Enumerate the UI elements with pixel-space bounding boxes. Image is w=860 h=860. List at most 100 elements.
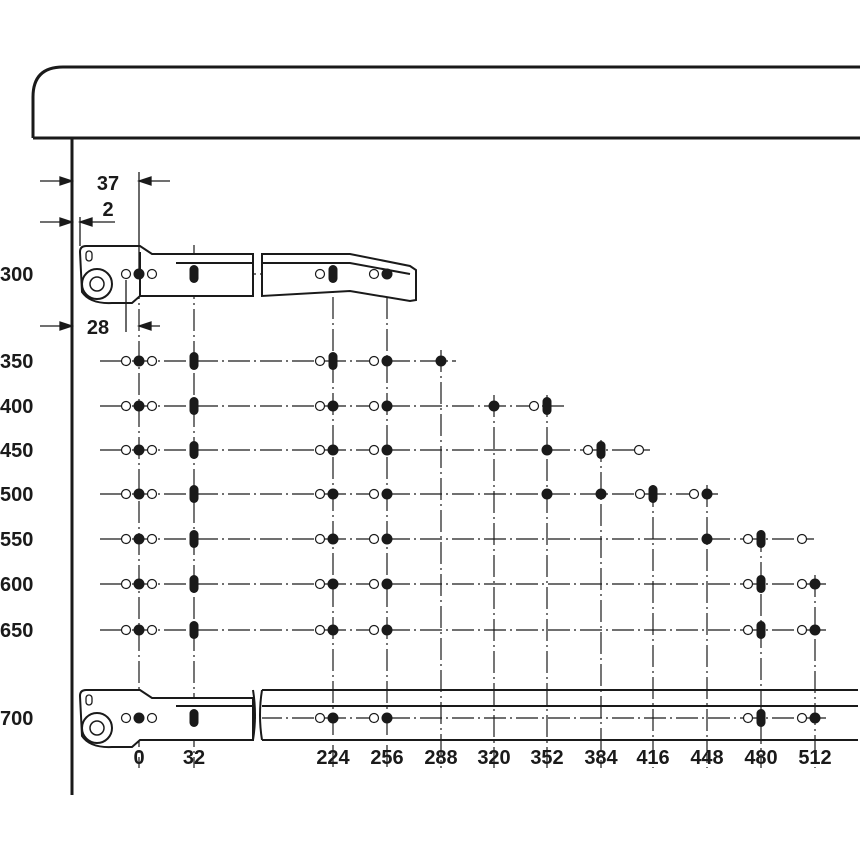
row-label: 350 <box>0 351 33 373</box>
fixing-hole-filled <box>381 488 393 500</box>
dimension-2: 2 <box>102 199 113 221</box>
open-hole <box>314 400 326 412</box>
open-hole <box>796 578 808 590</box>
worktop-panel <box>31 65 860 140</box>
fixing-slot-filled <box>189 485 199 503</box>
column-label: 224 <box>316 747 350 769</box>
open-hole <box>146 355 158 367</box>
open-hole <box>120 578 132 590</box>
open-hole <box>634 488 646 500</box>
fixing-hole-filled <box>327 400 339 412</box>
column-label: 416 <box>636 747 669 769</box>
fixing-hole-filled <box>381 268 393 280</box>
open-hole <box>368 268 380 280</box>
open-hole <box>120 444 132 456</box>
bottom-runner-700 <box>78 689 858 749</box>
fixing-hole-filled <box>381 712 393 724</box>
fixing-slot-filled <box>189 265 199 283</box>
column-label: 512 <box>798 747 831 769</box>
fixing-hole-filled <box>133 444 145 456</box>
open-hole <box>368 444 380 456</box>
fixing-hole-filled <box>435 355 447 367</box>
column-label: 384 <box>584 747 618 769</box>
open-hole <box>633 444 645 456</box>
open-hole <box>314 712 326 724</box>
fixing-hole-filled <box>327 624 339 636</box>
fixing-slot-filled <box>189 530 199 548</box>
fixing-slot-filled <box>189 441 199 459</box>
column-label: 288 <box>424 747 457 769</box>
runner-length-labels: 300 350 400 450 500 550 600 650 700 <box>0 264 33 730</box>
column-label: 0 <box>133 747 144 769</box>
fixing-hole-filled <box>809 712 821 724</box>
open-hole <box>314 533 326 545</box>
open-hole <box>742 712 754 724</box>
open-hole <box>146 712 158 724</box>
fixing-hole-filled <box>381 400 393 412</box>
hole-position-labels: 0 32 224 256 288 320 352 384 416 448 480… <box>133 747 831 769</box>
fixing-slot-filled <box>328 352 338 370</box>
fixing-slot-filled <box>189 575 199 593</box>
fixing-hole-filled <box>133 488 145 500</box>
fixing-hole-filled <box>701 488 713 500</box>
open-hole <box>146 268 158 280</box>
fixing-hole-filled <box>541 444 553 456</box>
open-hole <box>146 444 158 456</box>
fixing-slot-filled <box>189 397 199 415</box>
column-label: 320 <box>477 747 510 769</box>
open-hole <box>796 624 808 636</box>
open-hole <box>146 578 158 590</box>
fixing-hole-filled <box>133 578 145 590</box>
row-label: 300 <box>0 264 33 286</box>
open-hole <box>688 488 700 500</box>
fixing-hole-filled <box>133 268 145 280</box>
row-label: 400 <box>0 396 33 418</box>
open-hole <box>120 488 132 500</box>
dimension-lines <box>40 172 170 332</box>
column-label: 32 <box>183 747 205 769</box>
column-label: 480 <box>744 747 777 769</box>
row-label: 550 <box>0 529 33 551</box>
open-hole <box>528 400 540 412</box>
column-label: 256 <box>370 747 403 769</box>
open-hole <box>120 355 132 367</box>
roller-icon <box>81 712 113 744</box>
runners <box>78 245 858 749</box>
open-hole <box>120 712 132 724</box>
fixing-hole-filled <box>133 355 145 367</box>
open-hole <box>742 533 754 545</box>
row-label: 700 <box>0 708 33 730</box>
fixing-slot-filled <box>596 441 606 459</box>
open-hole <box>314 488 326 500</box>
open-hole <box>314 624 326 636</box>
fixing-hole-filled <box>133 624 145 636</box>
slot-hole-icon <box>85 694 93 706</box>
open-hole <box>368 624 380 636</box>
fixing-hole-filled <box>133 400 145 412</box>
open-hole <box>582 444 594 456</box>
fixing-hole-filled <box>327 578 339 590</box>
holes <box>120 265 821 727</box>
fixing-hole-filled <box>133 712 145 724</box>
fixing-hole-filled <box>595 488 607 500</box>
dimension-28: 28 <box>87 317 109 339</box>
open-hole <box>796 533 808 545</box>
open-hole <box>314 444 326 456</box>
fixing-slot-filled <box>189 709 199 727</box>
fixing-hole-filled <box>327 488 339 500</box>
open-hole <box>796 712 808 724</box>
row-label: 600 <box>0 574 33 596</box>
fixing-hole-filled <box>133 533 145 545</box>
open-hole <box>146 533 158 545</box>
fixing-slot-filled <box>542 397 552 415</box>
row-label: 650 <box>0 620 33 642</box>
fixing-slot-filled <box>328 265 338 283</box>
open-hole <box>146 400 158 412</box>
fixing-hole-filled <box>381 355 393 367</box>
fixing-hole-filled <box>809 624 821 636</box>
open-hole <box>120 533 132 545</box>
fixing-slot-filled <box>189 352 199 370</box>
fixing-hole-filled <box>381 533 393 545</box>
